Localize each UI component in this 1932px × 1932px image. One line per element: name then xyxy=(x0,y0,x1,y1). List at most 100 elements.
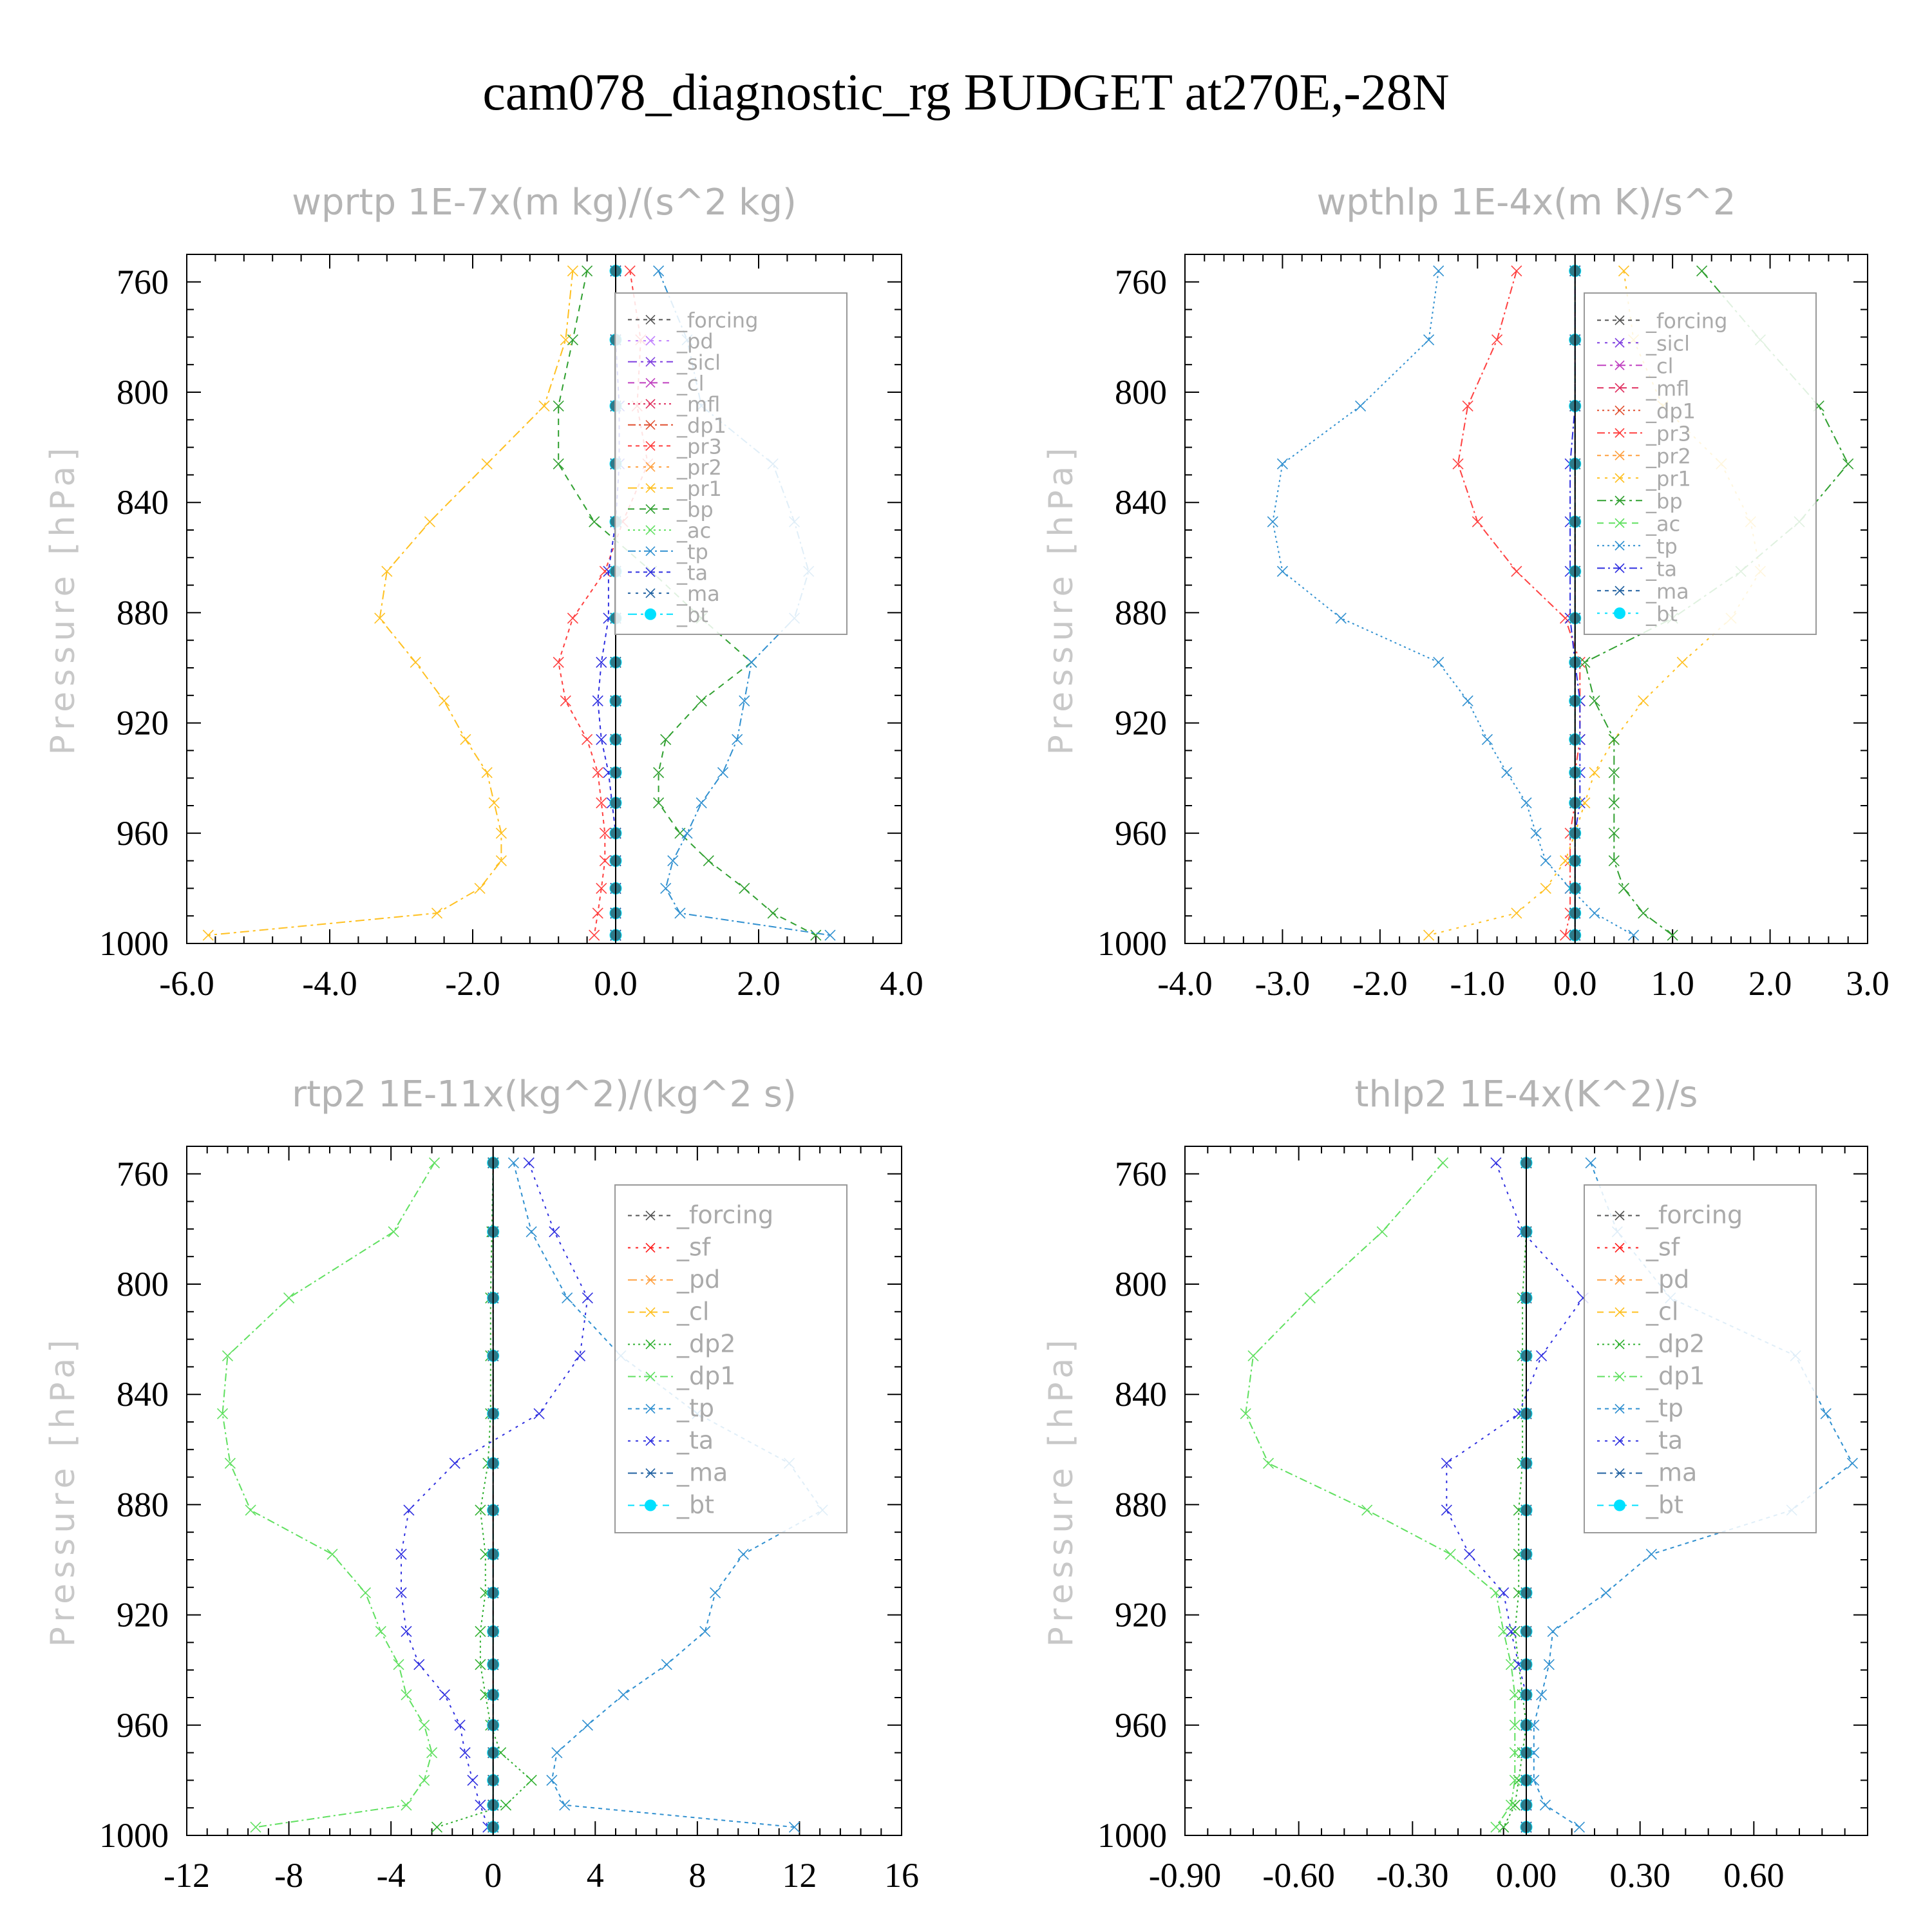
legend-marker xyxy=(645,1242,656,1253)
data-point-ac xyxy=(250,1821,261,1833)
legend-marker xyxy=(1615,585,1625,596)
y-tick-label: 960 xyxy=(117,814,169,853)
data-point-ta xyxy=(592,695,603,706)
data-point-pr3 xyxy=(582,734,593,745)
data-point-pr3 xyxy=(553,656,564,668)
data-point-tp xyxy=(661,1659,672,1671)
y-tick-label: 880 xyxy=(117,593,169,632)
legend-label: _bt xyxy=(676,1491,714,1519)
legend-label: _sicl xyxy=(1645,331,1690,355)
legend-marker xyxy=(1615,405,1625,415)
data-point-dp2 xyxy=(500,1799,512,1811)
legend-marker xyxy=(1615,1468,1625,1479)
legend: _forcing_sicl_cl_mfl_dp1_pr3_pr2_pr1_bp_… xyxy=(1584,292,1817,635)
legend: _forcing_pd_sicl_cl_mfl_dp1_pr3_pr2_pr1_… xyxy=(614,292,848,635)
data-point-ta xyxy=(549,1226,560,1238)
series-line-dp2 xyxy=(437,1162,533,1828)
x-tick-label: -2.0 xyxy=(445,964,500,1003)
data-point-tp xyxy=(717,767,729,779)
legend-label: _sf xyxy=(676,1233,712,1262)
y-tick-label: 920 xyxy=(117,704,169,743)
data-point-ta xyxy=(439,1689,450,1701)
data-point-tp xyxy=(696,797,707,809)
x-tick-label: 0.60 xyxy=(1723,1856,1785,1895)
data-point-tp xyxy=(1530,828,1542,839)
x-tick-label: -1.0 xyxy=(1450,964,1505,1003)
legend-label: _pr3 xyxy=(676,434,722,459)
legend-label: _bt xyxy=(1645,1491,1683,1519)
data-point-ac xyxy=(1509,1719,1520,1731)
data-point-tp xyxy=(739,695,750,706)
x-tick-label: 2.0 xyxy=(1748,964,1792,1003)
data-point-ta xyxy=(413,1659,425,1671)
legend-marker xyxy=(645,1499,656,1511)
data-point-bp xyxy=(1842,458,1854,469)
y-tick-label: 840 xyxy=(117,1375,169,1414)
legend-marker xyxy=(645,357,656,367)
data-point-pr1 xyxy=(474,882,486,894)
data-point-ac xyxy=(388,1226,399,1238)
legend-marker xyxy=(645,546,656,556)
data-point-bp xyxy=(553,400,564,412)
data-point-tp xyxy=(1267,516,1278,527)
x-tick-label: 8 xyxy=(688,1856,706,1895)
legend-label: _cl xyxy=(676,371,704,395)
y-tick-label: 1000 xyxy=(1097,1816,1167,1855)
x-tick-label: 0.0 xyxy=(1553,964,1597,1003)
legend-marker xyxy=(645,420,656,430)
x-tick-label: 0.0 xyxy=(594,964,638,1003)
data-point-bp xyxy=(589,516,600,527)
data-point-tp xyxy=(1543,1659,1555,1671)
legend-marker xyxy=(645,588,656,598)
y-axis-label: Pressure [hPa] xyxy=(1042,443,1081,755)
legend-label: _bp xyxy=(1645,489,1683,513)
y-tick-label: 960 xyxy=(117,1706,169,1745)
data-point-pr3 xyxy=(1511,565,1522,577)
data-point-ac xyxy=(1490,1821,1502,1833)
y-tick-label: 760 xyxy=(1115,263,1167,301)
data-point-pr1 xyxy=(495,855,507,867)
data-point-ac xyxy=(1509,1689,1520,1701)
data-point-tp xyxy=(653,265,665,277)
data-point-bp xyxy=(653,767,665,779)
data-point-bp xyxy=(1589,695,1600,706)
legend-label: _ac xyxy=(1645,511,1680,536)
data-point-tp xyxy=(667,855,679,867)
y-tick-label: 840 xyxy=(117,483,169,522)
data-point-pr3 xyxy=(624,265,636,277)
data-point-tp xyxy=(660,882,672,894)
data-point-ta xyxy=(449,1457,460,1469)
data-point-tp xyxy=(674,907,686,919)
data-point-bp xyxy=(739,882,750,894)
data-point-tp xyxy=(1547,1625,1558,1637)
data-point-bp xyxy=(1608,734,1620,745)
data-point-ac xyxy=(1240,1408,1251,1419)
data-point-ta xyxy=(475,1799,486,1811)
x-tick-label: 0.30 xyxy=(1609,1856,1671,1895)
data-point-dp2 xyxy=(431,1821,443,1833)
data-point-pr3 xyxy=(1462,400,1473,412)
data-point-pr1 xyxy=(481,458,493,469)
data-point-bp xyxy=(653,797,665,809)
data-point-tp xyxy=(1355,400,1367,412)
data-point-tp xyxy=(1600,1587,1612,1598)
data-point-ac xyxy=(1376,1226,1388,1238)
data-point-pr1 xyxy=(481,767,493,779)
legend-marker xyxy=(1615,563,1625,573)
legend-label: _sf xyxy=(1645,1233,1681,1262)
data-point-pr1 xyxy=(374,612,386,624)
data-point-pr3 xyxy=(592,767,603,779)
y-tick-label: 960 xyxy=(1115,1706,1167,1745)
data-point-tp xyxy=(1276,458,1288,469)
data-point-tp xyxy=(559,1799,571,1811)
data-point-tp xyxy=(1276,565,1288,577)
panel-1: wprtp 1E-7x(m kg)/(s^2 kg) Pressure [hPa]… xyxy=(44,182,923,1003)
legend-label: _pr1 xyxy=(1645,466,1691,491)
y-tick-label: 760 xyxy=(117,263,169,301)
legend-label: _tp xyxy=(676,540,708,564)
data-point-dp2 xyxy=(475,1659,486,1671)
legend-marker xyxy=(645,314,656,325)
legend-label: _ta xyxy=(1645,1426,1683,1455)
data-point-ac xyxy=(216,1408,229,1419)
